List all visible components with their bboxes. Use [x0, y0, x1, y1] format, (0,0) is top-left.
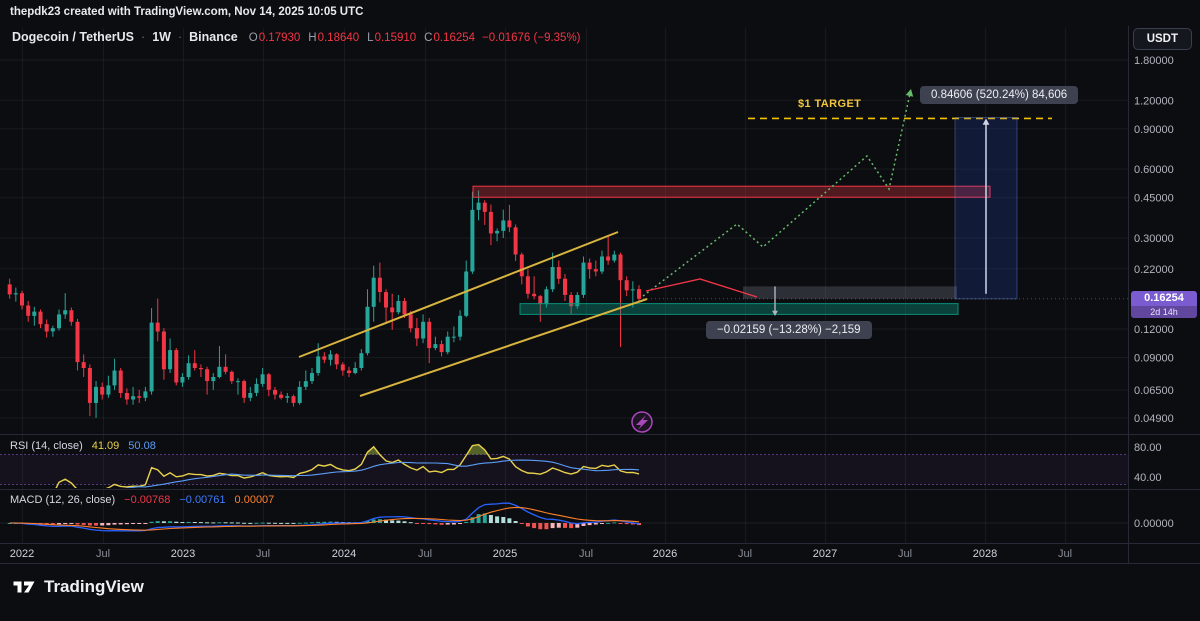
svg-text:Jul: Jul [256, 548, 270, 560]
rsi-ma-value: 50.08 [128, 440, 156, 452]
svg-text:1.80000: 1.80000 [1134, 55, 1174, 67]
svg-text:Jul: Jul [898, 548, 912, 560]
macd-histogram [7, 513, 641, 530]
projection-path-down [645, 278, 758, 298]
macd-line-value: −0.00761 [179, 494, 226, 506]
high-label: H [308, 32, 317, 44]
rsi-value: 41.09 [91, 440, 120, 452]
svg-text:0.06500: 0.06500 [1134, 385, 1174, 397]
svg-text:0.45000: 0.45000 [1134, 193, 1174, 205]
change-readout: −0.01676 (−9.35%) [482, 32, 581, 44]
measure-loss-label[interactable]: −0.02159 (−13.28%) −2,159 [706, 321, 872, 339]
svg-text:Jul: Jul [738, 548, 752, 560]
price-axis[interactable]: 1.80000 1.20000 0.90000 0.60000 0.45000 0.300… [1134, 55, 1174, 530]
macd-line [9, 502, 640, 532]
currency-toggle-button[interactable]: USDT [1132, 28, 1192, 50]
svg-text:1.20000: 1.20000 [1134, 95, 1174, 107]
svg-text:0.60000: 0.60000 [1134, 164, 1174, 176]
symbol-name[interactable]: Dogecoin / TetherUS [12, 30, 135, 44]
candles-series [7, 190, 641, 418]
macd-pane [0, 502, 1128, 532]
measure-down-box [743, 286, 957, 299]
close-value: 0.16254 [433, 32, 476, 44]
open-label: O [248, 32, 258, 44]
attribution-text: thepdk23 created with TradingView.com, N… [10, 6, 364, 18]
svg-text:2024: 2024 [332, 548, 356, 560]
svg-text:2025: 2025 [493, 548, 517, 560]
svg-text:0.90000: 0.90000 [1134, 124, 1174, 136]
svg-text:Jul: Jul [96, 548, 110, 560]
rsi-title[interactable]: RSI (14, close) [10, 440, 83, 452]
support-zone [519, 303, 959, 315]
low-value: 0.15910 [374, 32, 417, 44]
time-axis[interactable]: 2022 Jul 2023 Jul 2024 Jul 2025 Jul 2026 Jul 2027 J… [10, 548, 1072, 560]
drawings[interactable] [298, 88, 1128, 397]
rsi-line [55, 443, 640, 488]
svg-text:0.09000: 0.09000 [1134, 353, 1174, 365]
svg-text:40.00: 40.00 [1134, 472, 1162, 484]
close-label: C [424, 32, 433, 44]
rsi-overbought-fill [22, 444, 639, 455]
svg-text:2028: 2028 [973, 548, 997, 560]
lightning-marker-icon[interactable] [631, 411, 653, 433]
open-value: 0.17930 [258, 32, 301, 44]
interval-label[interactable]: 1W [152, 30, 171, 44]
macd-hist-value: −0.00768 [124, 494, 171, 506]
macd-signal-line [9, 506, 640, 531]
svg-text:80.00: 80.00 [1134, 442, 1162, 454]
trend-line [298, 231, 619, 358]
trend-line [359, 298, 648, 397]
symbol-header: Dogecoin / TetherUS · 1W · Binance O0.17… [12, 30, 581, 44]
high-value: 0.18640 [317, 32, 360, 44]
measure-gain-label[interactable]: 0.84606 (520.24%) 84,606 [920, 86, 1079, 104]
svg-text:2026: 2026 [653, 548, 677, 560]
svg-text:2023: 2023 [171, 548, 195, 560]
rsi-pane [0, 443, 1128, 488]
svg-text:0.00000: 0.00000 [1134, 518, 1174, 530]
separator-dot: · [177, 30, 183, 44]
svg-text:0.22000: 0.22000 [1134, 264, 1174, 276]
svg-text:0.12000: 0.12000 [1134, 324, 1174, 336]
separator-dot: · [141, 30, 146, 44]
ohlc-readout: O0.17930 H0.18640 L0.15910 C0.16254 [249, 32, 475, 44]
current-price: 0.16254 [1131, 291, 1197, 306]
macd-indicator-header: MACD (12, 26, close) −0.00768 −0.00761 0… [10, 494, 274, 506]
exchange-label[interactable]: Binance [189, 30, 238, 44]
tradingview-logo[interactable]: TradingView [12, 577, 144, 597]
tradingview-logo-text: TradingView [44, 577, 144, 596]
svg-text:2022: 2022 [10, 548, 34, 560]
svg-text:Jul: Jul [1058, 548, 1072, 560]
macd-signal-value: 0.00007 [234, 494, 275, 506]
svg-text:Jul: Jul [418, 548, 432, 560]
rsi-indicator-header: RSI (14, close) 41.09 50.08 [10, 440, 156, 452]
rsi-ma-line [123, 459, 640, 488]
bar-countdown: 2d 14h [1131, 306, 1197, 318]
svg-text:0.04900: 0.04900 [1134, 413, 1174, 425]
low-label: L [367, 32, 374, 44]
tradingview-logo-icon [13, 581, 35, 593]
svg-text:Jul: Jul [579, 548, 593, 560]
pane-separators [0, 26, 1200, 564]
svg-text:2027: 2027 [813, 548, 837, 560]
svg-text:0.30000: 0.30000 [1134, 233, 1174, 245]
resistance-zone [472, 185, 991, 198]
macd-title[interactable]: MACD (12, 26, close) [10, 494, 116, 506]
current-price-badge: 0.16254 2d 14h [1131, 291, 1197, 318]
target-line-label[interactable]: $1 TARGET [798, 98, 862, 110]
